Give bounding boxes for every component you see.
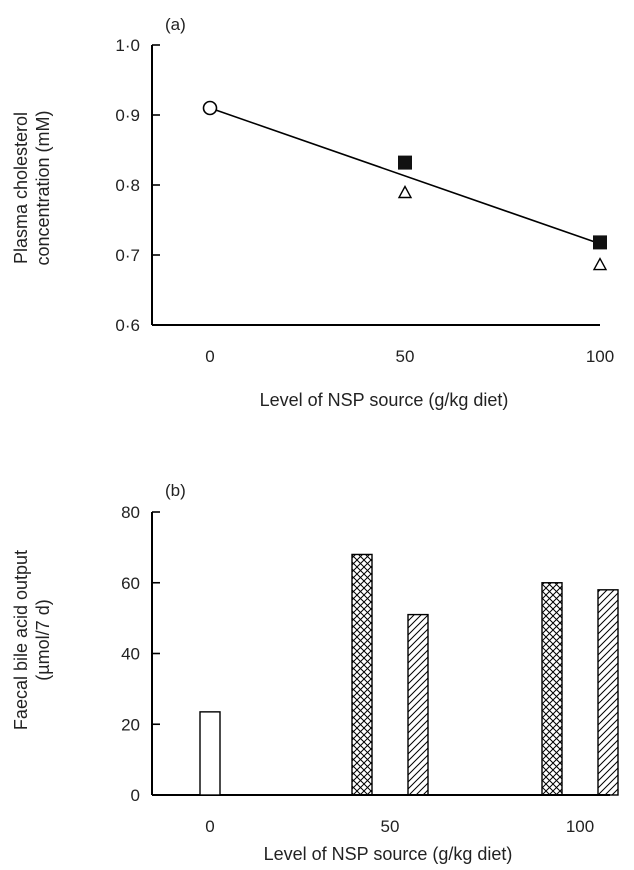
panel-a-y-axis: 0·6 0·7 0·8 0·9 1·0 bbox=[115, 36, 160, 335]
panel-a-y-tick-label: 0·9 bbox=[115, 106, 140, 125]
panel-b-x-tick-label: 0 bbox=[205, 817, 214, 836]
panel-a-point-open-triangle bbox=[397, 185, 413, 199]
panel-a-label: (a) bbox=[165, 15, 186, 34]
panel-b-ylabel-line1: Faecal bile acid output bbox=[11, 550, 31, 730]
panel-a-ylabel-line2: concentration (mM) bbox=[33, 110, 53, 265]
panel-b-y-axis: 0 20 40 60 80 bbox=[121, 503, 160, 805]
panel-b: (b) Faecal bile acid output (µmol/7 d) 0… bbox=[11, 481, 619, 864]
panel-a: (a) Plasma cholesterol concentration (mM… bbox=[11, 15, 614, 410]
panel-a-plot-area bbox=[202, 100, 608, 271]
panel-a-point-open-triangle bbox=[592, 257, 608, 271]
panel-a-x-axis: 0 50 100 bbox=[152, 324, 614, 366]
panel-a-y-tick-label: 1·0 bbox=[115, 36, 140, 55]
panel-b-label: (b) bbox=[165, 481, 186, 500]
panel-a-fit-line bbox=[209, 107, 601, 245]
panel-a-y-tick-label: 0·7 bbox=[115, 246, 140, 265]
panel-a-point-filled-square bbox=[593, 235, 607, 250]
panel-b-y-tick-label: 40 bbox=[121, 645, 140, 664]
panel-b-bar-diagonal-hatch bbox=[407, 613, 429, 796]
panel-a-xlabel: Level of NSP source (g/kg diet) bbox=[260, 390, 509, 410]
panel-b-x-axis: 0 50 100 bbox=[152, 794, 610, 836]
panel-a-y-tick-label: 0·6 bbox=[115, 316, 140, 335]
panel-b-y-tick-label: 60 bbox=[121, 574, 140, 593]
panel-b-y-tick-label: 80 bbox=[121, 503, 140, 522]
panel-b-x-tick-label: 50 bbox=[381, 817, 400, 836]
panel-b-bar-open bbox=[199, 711, 221, 796]
panel-b-xlabel: Level of NSP source (g/kg diet) bbox=[264, 844, 513, 864]
panel-a-point-filled-square bbox=[398, 155, 412, 170]
panel-a-y-tick-label: 0·8 bbox=[115, 176, 140, 195]
panel-a-x-tick-label: 100 bbox=[586, 347, 614, 366]
panel-a-point-open-circle bbox=[202, 100, 218, 116]
panel-b-y-tick-label: 0 bbox=[131, 786, 140, 805]
panel-b-x-tick-label: 100 bbox=[566, 817, 594, 836]
panel-b-y-tick-label: 20 bbox=[121, 715, 140, 734]
panel-b-ylabel-line2: (µmol/7 d) bbox=[33, 599, 53, 680]
panel-a-x-tick-label: 0 bbox=[205, 347, 214, 366]
panel-a-x-tick-label: 50 bbox=[396, 347, 415, 366]
panel-b-bar-cross-hatch bbox=[541, 582, 563, 796]
panel-a-ylabel-line1: Plasma cholesterol bbox=[11, 112, 31, 264]
panel-b-bar-cross-hatch bbox=[351, 553, 373, 796]
panel-b-plot-area bbox=[199, 553, 619, 796]
panel-b-bar-diagonal-hatch bbox=[597, 589, 619, 796]
